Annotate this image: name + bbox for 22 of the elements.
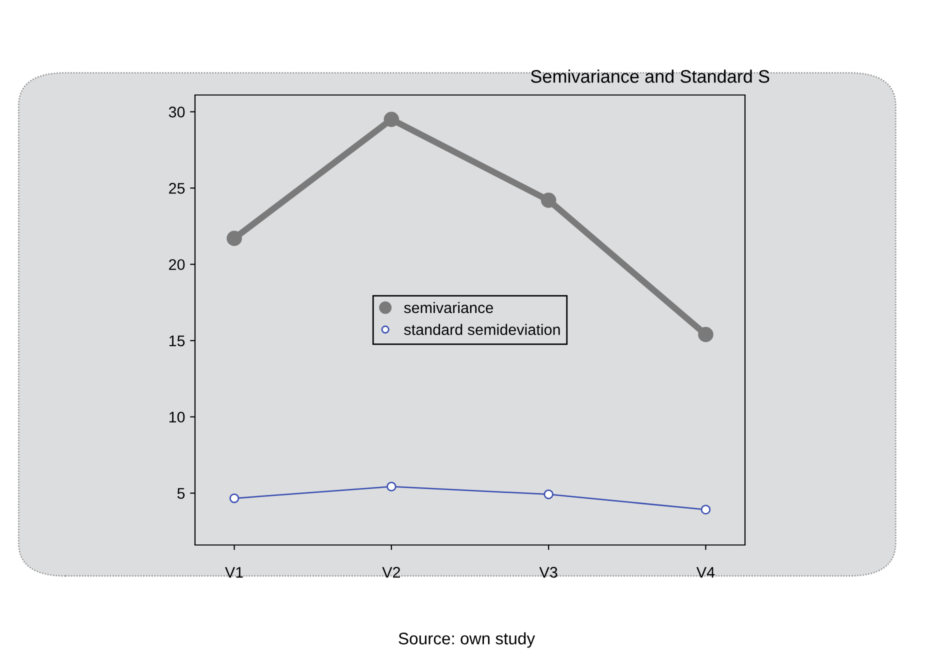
y-tick-label: 10 <box>169 412 185 423</box>
y-tick-label: 20 <box>169 259 185 270</box>
x-tick-label: V4 <box>696 567 715 578</box>
x-tick-label: V3 <box>539 566 558 578</box>
y-tick-label: 15 <box>169 336 185 346</box>
point <box>540 192 556 208</box>
point <box>698 326 714 342</box>
point <box>700 504 711 514</box>
legend-label: standard semideviation <box>404 324 560 336</box>
chart-title: Semivariance and Standard S <box>530 70 770 83</box>
y-tick-label: 25 <box>169 182 185 194</box>
y-tick-label: 5 <box>177 488 185 499</box>
point <box>544 489 554 500</box>
point <box>226 230 242 246</box>
point <box>229 493 240 504</box>
y-tick-label: 30 <box>168 106 185 118</box>
point <box>386 482 396 492</box>
x-tick-label: V2 <box>382 566 400 578</box>
legend-label: semivariance <box>404 302 493 314</box>
x-tick-label: V1 <box>225 567 243 578</box>
point <box>384 112 400 128</box>
source-note: Source: own study <box>398 632 536 648</box>
